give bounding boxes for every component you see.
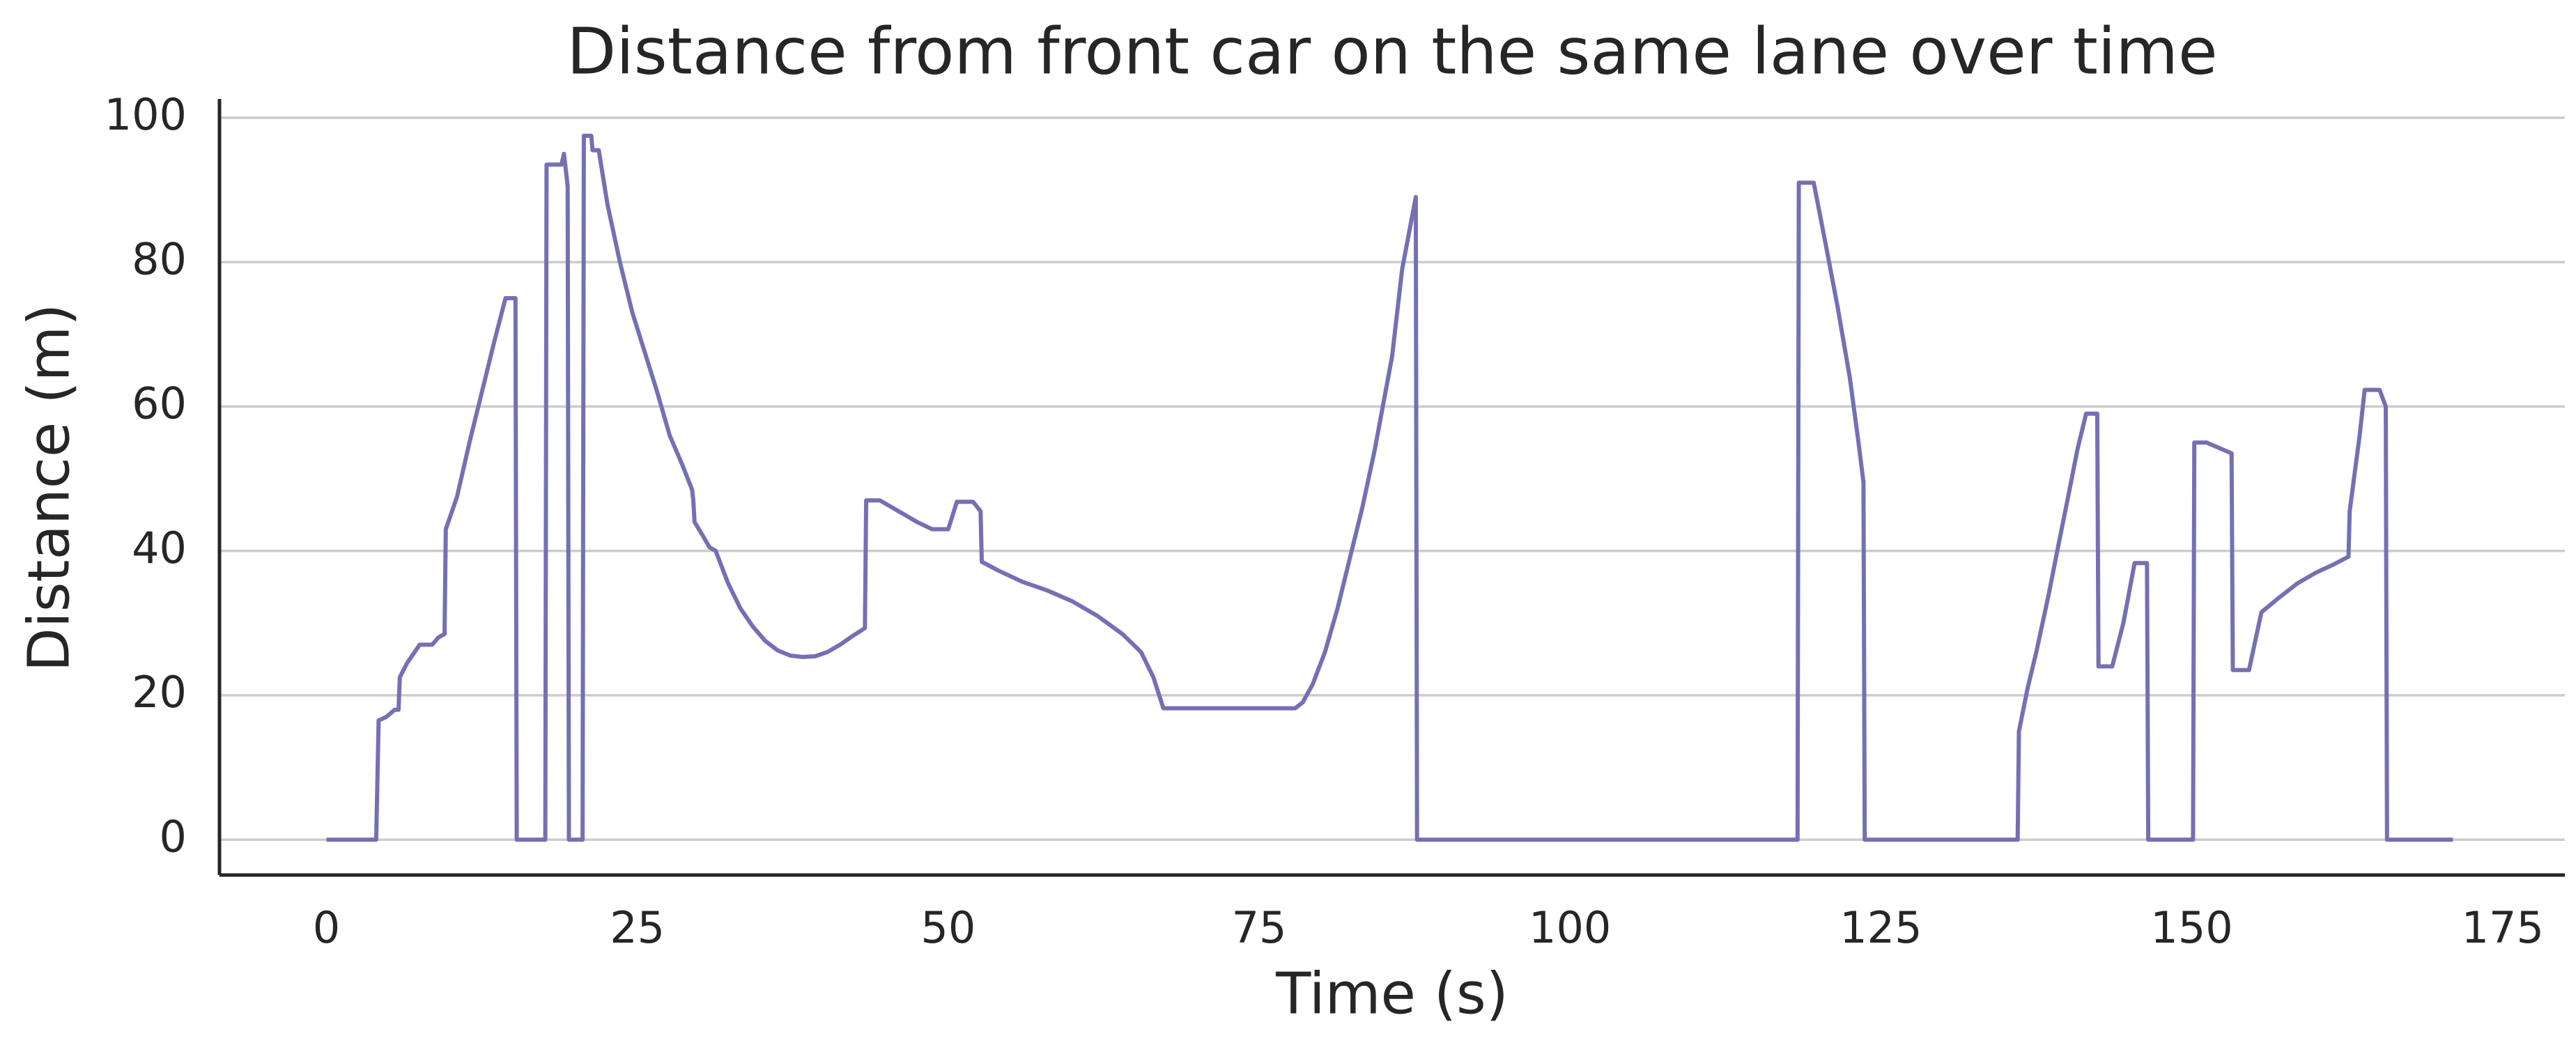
y-tick-label: 20 <box>132 667 187 718</box>
x-tick-label: 0 <box>313 902 340 953</box>
x-axis-label: Time (s) <box>1275 961 1508 1027</box>
data-line <box>326 133 2453 842</box>
chart-title: Distance from front car on the same lane… <box>566 14 2217 88</box>
x-tick-label: 75 <box>1232 902 1287 953</box>
y-axis-label: Distance (m) <box>16 304 82 672</box>
y-tick-label: 0 <box>160 811 187 862</box>
x-tick-label: 25 <box>610 902 665 953</box>
x-tick-label: 175 <box>2462 902 2544 953</box>
y-tick-label: 40 <box>132 523 187 573</box>
y-tick-label: 80 <box>132 233 187 284</box>
x-tick-label: 125 <box>1840 902 1922 953</box>
x-tick-label: 50 <box>920 902 975 953</box>
x-tick-label: 100 <box>1529 902 1611 953</box>
y-tick-label: 60 <box>132 378 187 429</box>
x-tick-label: 150 <box>2150 902 2232 953</box>
y-tick-label: 100 <box>105 89 187 140</box>
